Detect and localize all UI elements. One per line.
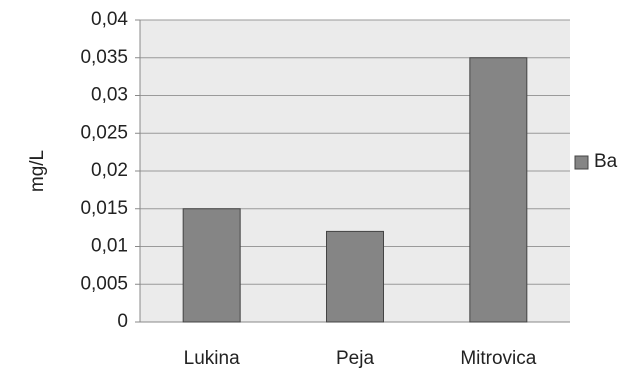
y-tick-label: 0,025 [80,122,128,143]
y-tick-label: 0,02 [91,160,128,181]
y-tick-label: 0,04 [91,9,128,30]
y-axis-label: mg/L [27,150,48,192]
legend-label: Ba [594,151,618,172]
x-tick-label: Mitrovica [460,348,536,369]
y-tick-label: 0,035 [80,47,128,68]
y-tick-label: 0 [117,311,128,332]
x-tick-label: Peja [336,348,374,369]
legend-swatch [574,155,589,170]
y-tick-label: 0,03 [91,85,128,106]
y-tick-label: 0,015 [80,198,128,219]
y-tick-label: 0,005 [80,273,128,294]
bar [182,208,241,323]
bar [326,230,384,323]
x-tick-label: Lukina [184,348,240,369]
bar [469,57,528,323]
y-tick-label: 0,01 [91,236,128,257]
